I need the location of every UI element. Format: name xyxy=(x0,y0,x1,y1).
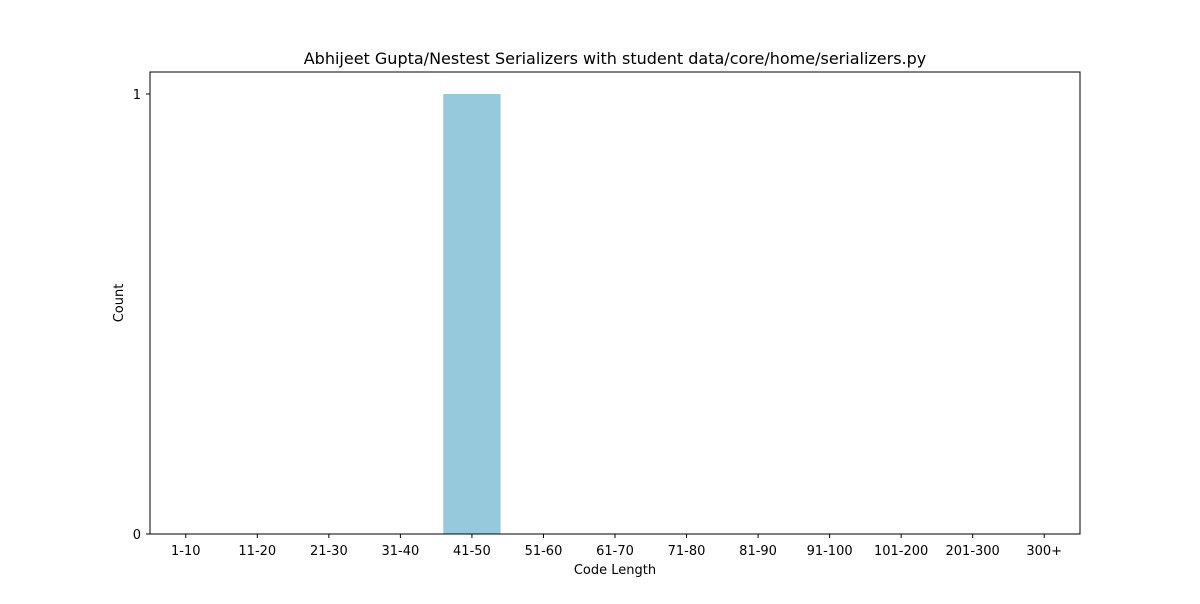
plot-frame xyxy=(149,71,1081,535)
y-axis-label: Count xyxy=(112,284,127,323)
chart-title: Abhijeet Gupta/Nestest Serializers with … xyxy=(304,49,927,68)
x-axis-ticks: 1-10 11-20 21-30 31-40 41-50 51-60 61-70 71-80 8… xyxy=(171,534,1062,559)
bar-41-50 xyxy=(443,94,501,534)
x-tick-label: 51-60 xyxy=(525,544,563,559)
y-axis-ticks: 01 xyxy=(133,88,150,543)
x-tick-label: 31-40 xyxy=(381,544,419,559)
x-tick-label: 101-200 xyxy=(874,544,928,559)
x-tick-label: 11-20 xyxy=(238,544,276,559)
x-tick-label: 21-30 xyxy=(310,544,348,559)
x-tick-label: 41-50 xyxy=(453,544,491,559)
y-tick-label: 0 xyxy=(133,528,141,543)
x-tick-label: 61-70 xyxy=(596,544,634,559)
x-tick-label: 71-80 xyxy=(668,544,706,559)
x-tick-label: 201-300 xyxy=(946,544,1000,559)
x-axis-label: Code Length xyxy=(574,563,656,578)
x-tick-label: 300+ xyxy=(1026,544,1062,559)
x-tick-label: 91-100 xyxy=(807,544,853,559)
bars-layer xyxy=(443,94,501,534)
y-tick-label: 1 xyxy=(133,88,141,103)
x-tick-label: 81-90 xyxy=(739,544,777,559)
x-tick-label: 1-10 xyxy=(171,544,201,559)
